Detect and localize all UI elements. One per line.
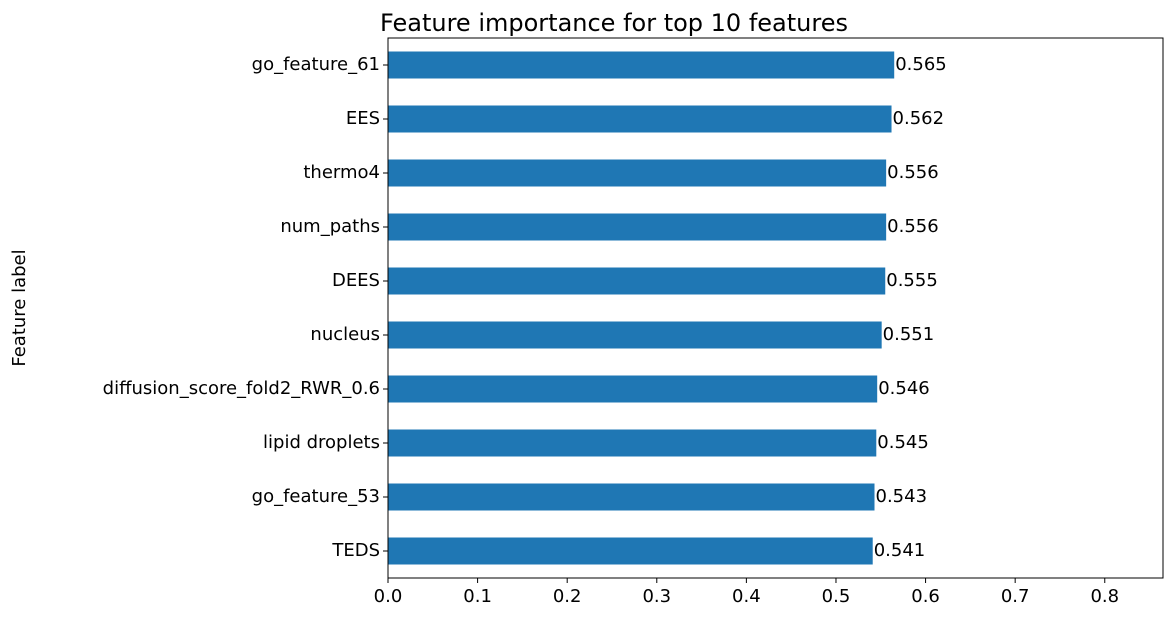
bar-value-label: 0.555 — [886, 270, 938, 291]
chart-title: Feature importance for top 10 features — [380, 9, 848, 37]
y-tick-label: nucleus — [310, 324, 380, 345]
x-axis-ticks: 0.0 0.1 0.2 0.3 0.4 0.5 0.6 0.7 0.8 — [374, 578, 1119, 607]
y-tick-label: go_feature_61 — [252, 54, 380, 75]
bar-value-label: 0.556 — [887, 216, 939, 237]
x-tick-label: 0.5 — [822, 586, 851, 607]
x-tick-label: 0.3 — [642, 586, 671, 607]
bar-4 — [388, 267, 886, 295]
bar-0 — [388, 51, 895, 79]
bars — [388, 51, 895, 565]
y-tick-label: go_feature_53 — [252, 486, 380, 507]
y-axis-ticks: go_feature_61 EES thermo4 num_paths DEES nucl… — [103, 54, 388, 561]
x-tick-label: 0.4 — [732, 586, 761, 607]
y-tick-label: thermo4 — [303, 162, 380, 183]
data-labels: 0.565 0.562 0.556 0.556 0.555 0.551 0.546 0.545… — [874, 54, 947, 561]
x-tick-label: 0.0 — [374, 586, 403, 607]
y-tick-label: diffusion_score_fold2_RWR_0.6 — [103, 378, 380, 399]
bar-value-label: 0.541 — [874, 540, 926, 561]
bar-9 — [388, 537, 873, 565]
x-tick-label: 0.2 — [553, 586, 582, 607]
y-tick-label: TEDS — [331, 540, 380, 561]
bar-value-label: 0.546 — [878, 378, 930, 399]
bar-value-label: 0.562 — [893, 108, 945, 129]
plot-frame — [387, 37, 1164, 579]
bar-value-label: 0.545 — [877, 432, 929, 453]
bar-8 — [388, 483, 875, 511]
x-tick-label: 0.7 — [1001, 586, 1030, 607]
bar-3 — [388, 213, 887, 241]
x-tick-label: 0.8 — [1090, 586, 1119, 607]
y-tick-label: num_paths — [280, 216, 380, 237]
y-tick-label: DEES — [332, 270, 380, 291]
y-tick-label: lipid droplets — [263, 432, 380, 453]
bar-7 — [388, 429, 877, 457]
y-tick-label: EES — [346, 108, 380, 129]
bar-2 — [388, 159, 887, 187]
y-axis-label: Feature label — [9, 249, 30, 366]
bar-1 — [388, 105, 892, 133]
x-tick-label: 0.1 — [463, 586, 492, 607]
x-tick-label: 0.6 — [911, 586, 940, 607]
bar-value-label: 0.565 — [895, 54, 947, 75]
bar-value-label: 0.543 — [876, 486, 928, 507]
bar-6 — [388, 375, 878, 403]
bar-value-label: 0.556 — [887, 162, 939, 183]
bar-5 — [388, 321, 882, 349]
bar-value-label: 0.551 — [883, 324, 935, 345]
